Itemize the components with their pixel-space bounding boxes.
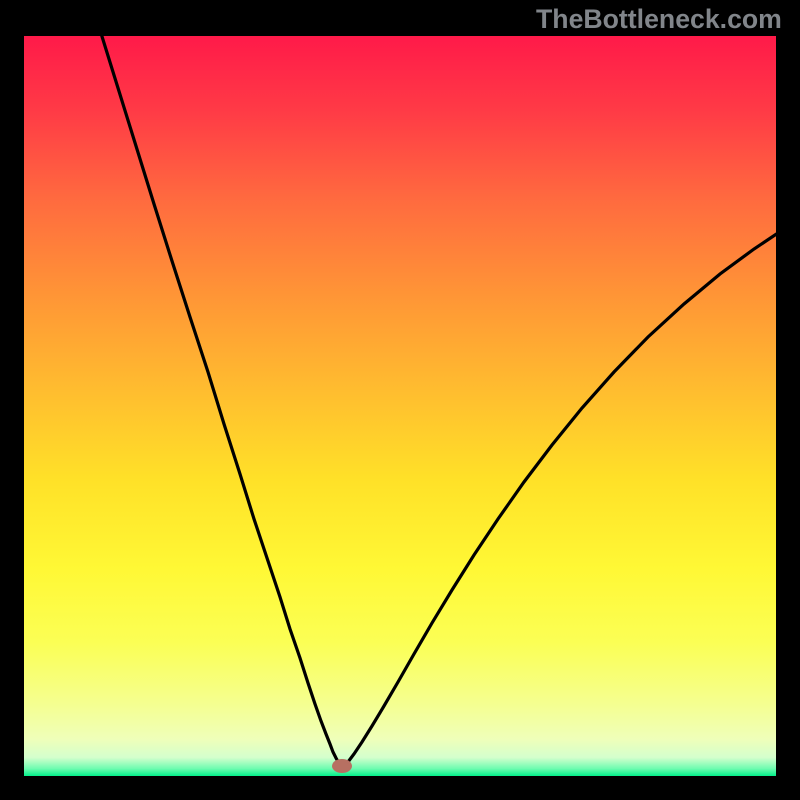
bottleneck-curve	[24, 36, 776, 776]
watermark-text: TheBottleneck.com	[536, 4, 782, 35]
plot-area	[24, 36, 776, 776]
curve-right-branch	[342, 229, 776, 768]
minimum-marker	[332, 759, 352, 773]
curve-left-branch	[100, 36, 342, 768]
